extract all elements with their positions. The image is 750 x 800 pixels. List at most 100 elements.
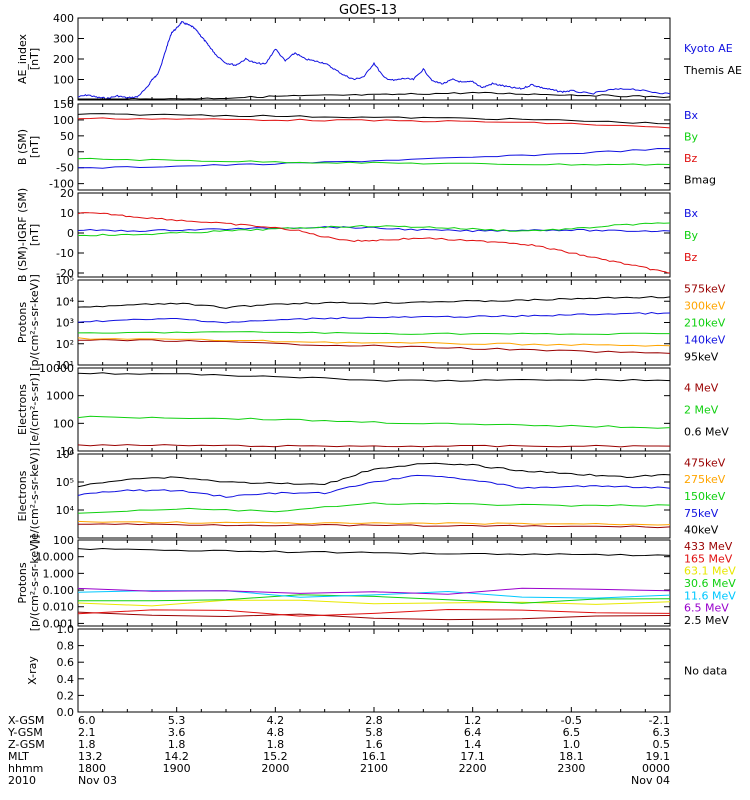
x-axis-value: 6.4 xyxy=(464,726,482,739)
y-tick-label: 10⁴ xyxy=(56,504,75,517)
y-tick-label: 0.6 xyxy=(57,656,75,669)
y-tick-label: 10000 xyxy=(39,362,74,375)
chart-panel: -100 -50 0 50 100 150 B (SM) [nT] Bx By Bz Bmag xyxy=(16,98,716,191)
series-group xyxy=(77,295,671,354)
legend-entry: 40keV xyxy=(684,524,719,537)
x-axis-value: 14.2 xyxy=(164,750,189,763)
x-axis-row-label: Z-GSM xyxy=(8,738,45,751)
x-axis-value: 1900 xyxy=(163,762,191,775)
y-tick-label: -100 xyxy=(49,178,74,191)
x-axis-row-label: hhmm xyxy=(8,762,43,775)
series-line xyxy=(77,372,671,382)
x-axis-row-label: Y-GSM xyxy=(7,726,43,739)
x-axis-value: 4.8 xyxy=(267,726,285,739)
legend-entry: 300keV xyxy=(684,300,726,313)
y-tick-label: -50 xyxy=(56,162,74,175)
legend-entry: 63.1 MeV xyxy=(684,565,736,578)
chart-panel: 0.0 0.2 0.4 0.6 0.8 1.0 X-ray No data xyxy=(26,623,727,719)
series-line xyxy=(77,113,671,125)
panel-frame xyxy=(77,628,671,713)
y-axis-label: Electrons xyxy=(16,384,29,435)
legend-entry: 475keV xyxy=(684,456,726,469)
x-axis-value: 6.3 xyxy=(653,726,671,739)
x-axis-row-label: X-GSM xyxy=(8,714,44,727)
legend-entry: 210keV xyxy=(684,317,726,330)
x-axis-value: 1800 xyxy=(78,762,106,775)
legend-entry: 4 MeV xyxy=(684,382,719,395)
y-axis-label: [nT] xyxy=(28,136,41,158)
legend-entry: By xyxy=(684,130,699,143)
x-axis-value: 1.0 xyxy=(563,738,581,751)
y-axis-label: [nT] xyxy=(28,48,41,70)
series-line xyxy=(77,117,671,129)
x-axis-row-label: 2010 xyxy=(8,774,36,787)
legend-entry: Bx xyxy=(684,109,699,122)
series-line xyxy=(77,147,671,169)
legend: Bx By Bz xyxy=(684,207,699,264)
x-axis-value: 1.8 xyxy=(78,738,96,751)
series-line xyxy=(77,337,671,347)
panel-frame xyxy=(77,17,671,101)
series-group xyxy=(77,372,671,448)
legend-entry: 575keV xyxy=(684,283,726,296)
y-axis-label: [nT] xyxy=(28,224,41,246)
no-data-note: No data xyxy=(684,665,727,678)
y-tick-label: 0 xyxy=(67,227,74,240)
x-axis-row-label: MLT xyxy=(8,750,29,763)
y-tick-label: -10 xyxy=(56,247,74,260)
series-group xyxy=(77,113,671,169)
x-axis-value: -0.5 xyxy=(561,714,582,727)
legend-entry: By xyxy=(684,229,699,242)
series-line xyxy=(77,338,671,354)
series-line xyxy=(77,222,671,237)
y-tick-label: 0 xyxy=(67,146,74,159)
series-line xyxy=(77,474,671,498)
y-axis-label: [p/(cm²-s-sr-keV)] xyxy=(28,535,41,632)
series-line xyxy=(77,295,671,309)
x-axis-value: Nov 03 xyxy=(78,774,117,787)
series-line xyxy=(77,415,671,429)
y-tick-label: 10³ xyxy=(56,317,74,330)
y-tick-label: 10.000 xyxy=(36,551,75,564)
panel-frame xyxy=(77,192,671,278)
series-group xyxy=(77,21,671,100)
chart-panel: 0 100 200 300 400 AE_index [nT] Kyoto AE Themis … xyxy=(16,12,742,107)
x-axis-value: -2.1 xyxy=(649,714,670,727)
y-tick-label: 200 xyxy=(53,53,74,66)
legend-entry: Bz xyxy=(684,152,698,165)
x-axis-value: 19.1 xyxy=(646,750,671,763)
series-line xyxy=(77,462,671,488)
series-line xyxy=(77,599,671,607)
y-tick-label: 1.0 xyxy=(57,623,75,636)
legend-entry: 75keV xyxy=(684,507,719,520)
legend: 4 MeV 2 MeV 0.6 MeV xyxy=(684,382,729,439)
x-axis-value: 5.8 xyxy=(365,726,383,739)
x-axis-value: 2.1 xyxy=(78,726,96,739)
y-tick-label: 0.100 xyxy=(43,584,75,597)
legend: 575keV 300keV 210keV 140keV 95keV xyxy=(684,283,726,364)
y-tick-label: 20 xyxy=(60,187,74,200)
y-tick-label: 10⁶ xyxy=(56,448,75,461)
y-tick-label: 1000 xyxy=(46,390,74,403)
y-tick-label: 400 xyxy=(53,12,74,25)
series-group xyxy=(77,462,671,529)
y-tick-label: 10 xyxy=(60,207,74,220)
series-line xyxy=(77,608,671,617)
series-line xyxy=(77,157,671,166)
series-line xyxy=(77,21,671,100)
y-tick-label: 300 xyxy=(53,33,74,46)
x-axis-value: 17.1 xyxy=(460,750,485,763)
series-line xyxy=(77,520,671,526)
legend-entry: 140keV xyxy=(684,334,726,347)
y-tick-label: 10¹ xyxy=(56,359,74,372)
y-tick-label: 10² xyxy=(56,338,74,351)
chart-panel: 10¹ 10² 10³ 10⁴ 10⁵ Protons [p/(cm²-s-sr-keV)]… xyxy=(16,274,726,372)
y-tick-label: 0.2 xyxy=(57,689,75,702)
x-axis-value: 2.8 xyxy=(365,714,383,727)
y-axis-label: Protons xyxy=(16,562,29,603)
y-tick-label: -20 xyxy=(56,267,74,280)
x-axis-value: 5.3 xyxy=(168,714,186,727)
chart-panel: 10⁴ 10⁵ 10⁶ Electrons [e/(cm²-s-sr-keV)] 475k… xyxy=(16,448,726,544)
series-line xyxy=(77,331,670,336)
